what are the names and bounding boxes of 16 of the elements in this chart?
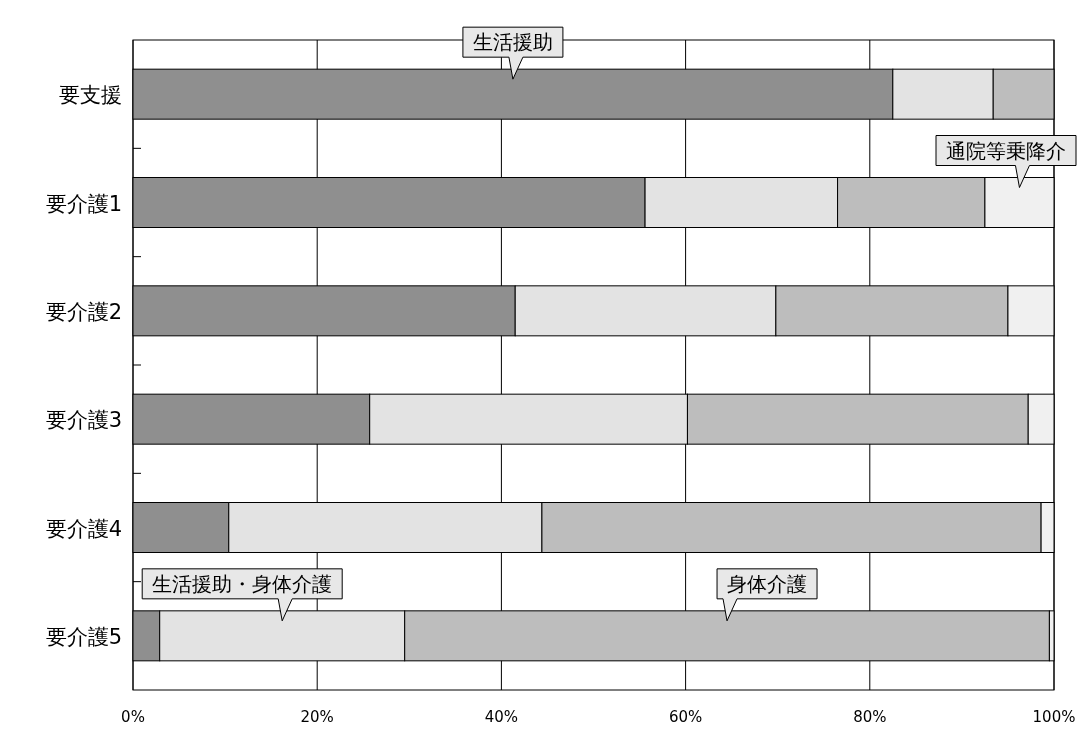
y-tick-label: 要介護4: [45, 516, 122, 541]
x-tick-label: 0%: [121, 708, 145, 726]
x-tick-label: 100%: [1032, 708, 1076, 726]
y-tick-label: 要介護1: [45, 191, 122, 216]
y-tick-label: 要介護5: [45, 624, 122, 649]
series-label: 生活援助: [472, 30, 553, 55]
series-label: 身体介護: [727, 571, 808, 596]
y-tick-label: 要介護3: [45, 408, 122, 433]
x-tick-label: 40%: [484, 708, 519, 726]
y-tick-label: 要支援: [59, 83, 122, 108]
x-tick-label: 20%: [300, 708, 334, 726]
series-label: 生活援助・身体介護: [152, 571, 333, 596]
series-label: 通院等乗降介: [946, 138, 1066, 163]
y-tick-label: 要介護2: [45, 299, 122, 324]
x-tick-label: 80%: [853, 708, 887, 726]
x-tick-label: 60%: [668, 708, 703, 726]
